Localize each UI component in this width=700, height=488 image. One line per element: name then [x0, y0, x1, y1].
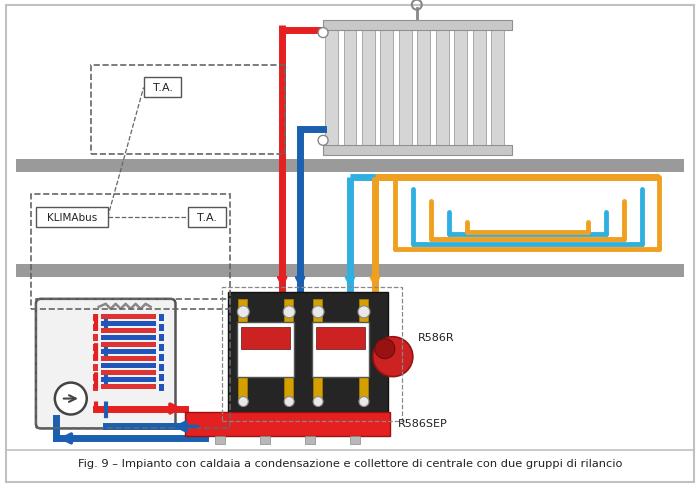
Bar [323, 20, 512, 31]
Circle shape [238, 397, 248, 407]
Bar [316, 327, 365, 349]
Circle shape [313, 397, 323, 407]
Bar [92, 324, 98, 331]
Bar [380, 29, 393, 148]
Bar [92, 374, 98, 381]
Bar [101, 342, 155, 347]
Text: R586SEP: R586SEP [398, 419, 447, 428]
Bar [238, 299, 247, 399]
Bar [241, 327, 290, 349]
Bar [186, 412, 390, 437]
Bar [101, 377, 155, 382]
Bar [491, 29, 504, 148]
Bar [158, 314, 164, 321]
Bar [216, 437, 225, 445]
Bar [36, 299, 230, 428]
Bar [158, 384, 164, 391]
Circle shape [312, 306, 324, 318]
Bar [36, 208, 108, 227]
Bar [454, 29, 467, 148]
Bar [31, 195, 230, 309]
Bar [101, 321, 155, 326]
Circle shape [284, 397, 294, 407]
Bar [158, 334, 164, 341]
Bar [101, 370, 155, 375]
Bar [91, 65, 285, 155]
Bar [92, 384, 98, 391]
Bar [101, 356, 155, 361]
Bar [158, 374, 164, 381]
Bar [237, 322, 294, 377]
Text: KLIMAbus: KLIMAbus [47, 213, 97, 223]
Bar [344, 29, 356, 148]
Circle shape [284, 306, 295, 318]
Bar [158, 344, 164, 351]
Circle shape [55, 383, 87, 415]
Bar [359, 299, 368, 399]
Bar [92, 334, 98, 341]
Bar [188, 208, 226, 227]
Bar [92, 314, 98, 321]
Bar [92, 344, 98, 351]
Bar [158, 324, 164, 331]
Bar [284, 299, 293, 399]
Bar [313, 299, 322, 399]
Bar [436, 29, 449, 148]
Circle shape [318, 136, 328, 146]
Bar [417, 29, 430, 148]
Bar [101, 335, 155, 340]
Circle shape [318, 29, 328, 39]
Bar [362, 29, 375, 148]
Bar [144, 78, 181, 98]
Bar [101, 314, 155, 319]
Bar [228, 292, 388, 412]
Bar [158, 364, 164, 371]
Bar [16, 264, 684, 277]
Text: R586R: R586R [418, 332, 454, 342]
Circle shape [237, 306, 249, 318]
Text: T.A.: T.A. [197, 213, 218, 223]
Bar [158, 354, 164, 361]
FancyBboxPatch shape [36, 299, 176, 428]
Bar [323, 146, 512, 156]
Bar [16, 160, 684, 173]
Circle shape [359, 397, 369, 407]
Bar [260, 437, 270, 445]
Bar [399, 29, 412, 148]
Bar [325, 29, 338, 148]
Bar [92, 354, 98, 361]
Text: Fig. 9 – Impianto con caldaia a condensazione e collettore di centrale con due g: Fig. 9 – Impianto con caldaia a condensa… [78, 458, 622, 468]
Circle shape [373, 337, 413, 377]
Bar [101, 328, 155, 333]
Bar [92, 364, 98, 371]
Bar [312, 322, 369, 377]
Bar [305, 437, 315, 445]
Circle shape [358, 306, 370, 318]
Bar [101, 349, 155, 354]
Bar [101, 384, 155, 389]
Bar [350, 437, 360, 445]
Bar [473, 29, 486, 148]
Bar [101, 363, 155, 368]
Text: T.A.: T.A. [153, 83, 172, 93]
Circle shape [375, 339, 395, 359]
Bar [223, 287, 402, 422]
